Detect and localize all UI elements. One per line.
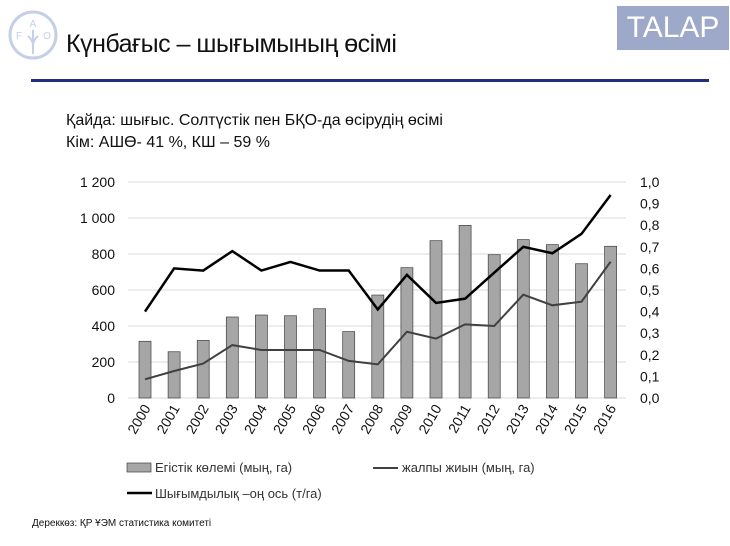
right-tick-label: 1,0	[640, 174, 660, 190]
svg-text:O: O	[43, 31, 51, 42]
x-tick-label: 2006	[299, 401, 329, 436]
right-tick-label: 0,9	[640, 196, 660, 212]
x-tick-label: 2010	[415, 401, 445, 436]
x-tick-label: 2009	[386, 401, 416, 436]
brand-logo: TALAP	[617, 6, 729, 50]
bar-2008	[371, 294, 385, 399]
x-tick-label: 2005	[270, 401, 300, 436]
x-tick-label: 2002	[182, 401, 212, 436]
bar-2014	[546, 244, 559, 399]
left-tick-label: 0	[107, 390, 115, 406]
legend-swatch-bar	[126, 462, 152, 473]
x-tick-label: 2008	[357, 401, 387, 436]
right-tick-label: 0,3	[640, 325, 660, 341]
right-tick-label: 0,2	[640, 347, 660, 363]
bar-2013	[516, 239, 530, 399]
left-tick-label: 600	[92, 282, 116, 298]
x-tick-label: 2012	[473, 401, 503, 436]
bar-2000	[138, 340, 152, 399]
fao-logo: A F O	[8, 10, 58, 60]
bar-2007	[342, 331, 356, 399]
bar-2001	[167, 351, 181, 399]
bar-2005	[284, 315, 297, 399]
subtitle-who: Кім: АШӨ- 41 %, КШ – 59 %	[66, 134, 270, 151]
right-tick-label: 0,1	[640, 368, 660, 384]
page-title: Күнбағыс – шығымының өсімі	[66, 30, 397, 58]
x-tick-label: 2014	[532, 401, 562, 436]
right-tick-label: 0,6	[640, 260, 660, 276]
svg-text:A: A	[30, 19, 37, 30]
yield-line	[143, 194, 612, 313]
right-tick-label: 0,7	[640, 239, 660, 255]
title-divider	[31, 79, 709, 82]
right-tick-label: 0,8	[640, 217, 660, 233]
left-tick-label: 1 000	[80, 210, 115, 226]
legend-label-bar: Егістік көлемі (мың, га)	[155, 460, 292, 475]
bar-2016	[604, 245, 617, 399]
x-tick-label: 2003	[211, 401, 241, 436]
bar-2006	[313, 308, 326, 399]
harvest-line	[144, 261, 612, 381]
source-note: Дереккөз: ҚР ҰЭМ статистика комитеті	[32, 518, 212, 529]
right-tick-label: 0,5	[640, 282, 660, 298]
right-tick-label: 0,0	[640, 390, 660, 406]
bar-2010	[429, 240, 443, 399]
left-tick-label: 1 200	[80, 174, 115, 190]
legend-label-harvest: жалпы жиын (мың, га)	[402, 460, 535, 475]
bar-2015	[575, 263, 588, 399]
x-tick-label: 2013	[502, 401, 532, 436]
left-tick-label: 400	[92, 318, 116, 334]
legend-label-yield: Шығымдылық –оң ось (т/га)	[155, 486, 322, 501]
x-tick-label: 2001	[153, 401, 183, 436]
subtitle-where: Қайда: шығыс. Солтүстік пен БҚО-да өсіру…	[66, 112, 443, 129]
left-tick-label: 200	[92, 354, 116, 370]
x-tick-label: 2007	[328, 401, 358, 436]
x-tick-label: 2004	[241, 401, 271, 436]
x-tick-label: 2000	[124, 401, 154, 436]
bar-2002	[196, 340, 210, 399]
x-tick-label: 2015	[561, 401, 591, 436]
bar-2004	[255, 314, 268, 399]
bar-2011	[458, 225, 472, 399]
x-tick-label: 2011	[445, 401, 474, 435]
bar-2003	[225, 316, 239, 399]
left-tick-label: 800	[92, 246, 116, 262]
svg-text:F: F	[16, 31, 22, 42]
x-tick-label: 2016	[590, 401, 620, 436]
right-tick-label: 0,4	[640, 304, 660, 320]
